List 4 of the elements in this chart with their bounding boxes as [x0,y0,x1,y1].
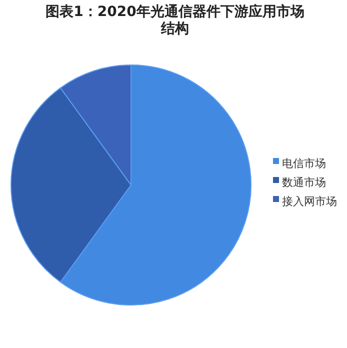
chart-title: 图表1：2020年光通信器件下游应用市场结构 [44,4,306,38]
legend-label: 接入网市场 [282,195,337,208]
legend-label: 电信市场 [282,157,326,170]
legend-label: 数通市场 [282,176,326,190]
